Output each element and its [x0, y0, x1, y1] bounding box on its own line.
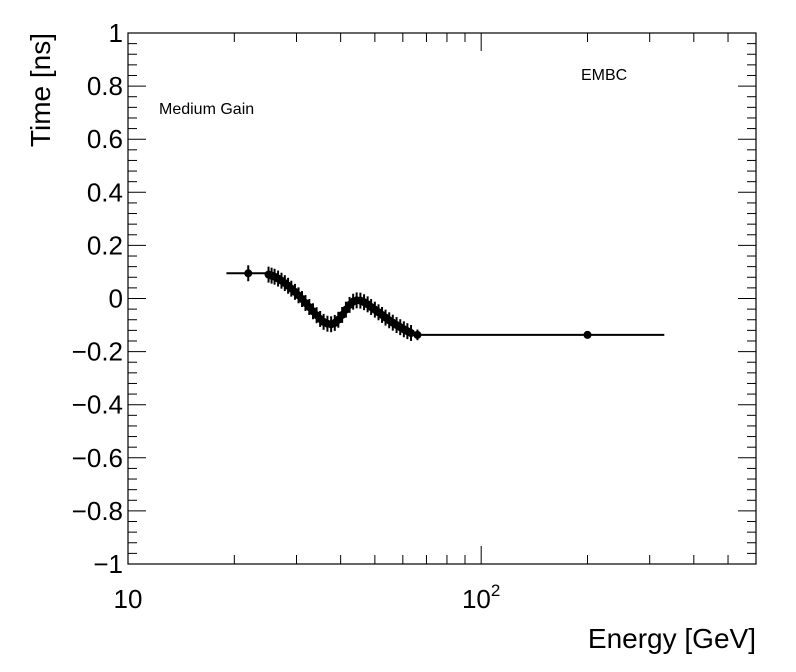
y-tick-label: −0.6 — [72, 443, 123, 473]
x-tick-label: 102 — [462, 581, 500, 614]
y-tick-label: −0.8 — [72, 496, 123, 526]
y-tick-label: 0.4 — [87, 177, 123, 207]
y-tick-label: 0.2 — [87, 230, 123, 260]
y-axis-ticks — [128, 32, 756, 565]
y-tick-label: 1 — [109, 18, 123, 48]
y-axis-title: Time [ns] — [25, 33, 56, 147]
data-series — [226, 265, 665, 341]
data-point — [407, 329, 416, 338]
x-tick-labels: 10 102 — [114, 581, 501, 614]
x-tick-label: 10 — [114, 584, 143, 614]
plot-frame — [127, 32, 757, 565]
data-point — [244, 269, 253, 278]
y-tick-label: 0.8 — [87, 71, 123, 101]
y-tick-label: −0.2 — [72, 337, 123, 367]
y-tick-label: 0 — [109, 284, 123, 314]
embc-label: EMBC — [581, 67, 627, 84]
y-tick-label: −1 — [93, 549, 123, 579]
y-tick-label: −0.4 — [72, 390, 123, 420]
y-tick-label: 0.6 — [87, 124, 123, 154]
y-tick-labels: 1 0.8 0.6 0.4 0.2 0 −0.2 −0.4 −0.6 −0.8 −1 — [72, 18, 123, 579]
medium-gain-label: Medium Gain — [159, 101, 254, 118]
x-axis-title: Energy [GeV] — [588, 623, 756, 654]
data-point — [583, 330, 592, 339]
